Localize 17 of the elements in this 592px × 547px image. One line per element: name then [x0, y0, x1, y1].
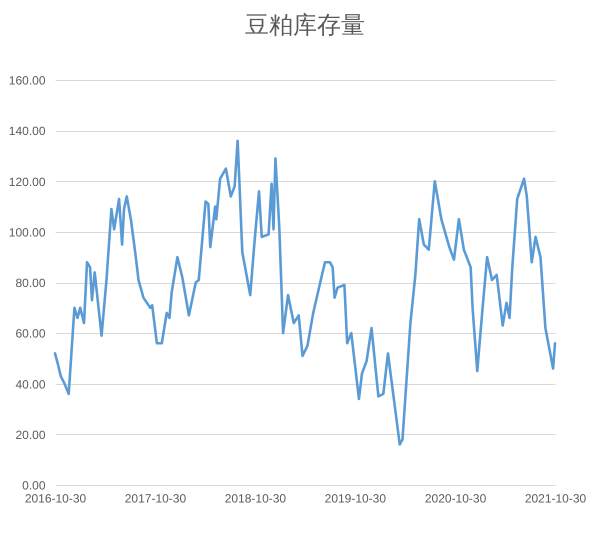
y-tick-label: 140.00: [8, 124, 46, 138]
y-tick-label: 160.00: [8, 74, 46, 88]
y-tick-label: 80.00: [15, 276, 46, 290]
y-tick-label: 120.00: [8, 174, 46, 189]
x-tick-label: 2020-10-30: [424, 492, 487, 506]
y-tick-label: 20.00: [15, 428, 46, 442]
chart-title: 豆粕库存量: [245, 12, 365, 39]
x-tick-label: 2021-10-30: [524, 492, 587, 506]
y-tick-label: 40.00: [15, 377, 46, 392]
y-tick-label: 0.00: [22, 478, 46, 492]
x-tick-label: 2016-10-30: [24, 492, 87, 506]
x-tick-label: 2019-10-30: [324, 492, 386, 506]
x-tick-label: 2017-10-30: [124, 492, 186, 506]
x-tick-label: 2018-10-30: [224, 492, 286, 506]
line-series: [54, 139, 556, 446]
y-tick-label: 60.00: [15, 326, 46, 341]
y-tick-label: 100.00: [8, 225, 46, 240]
